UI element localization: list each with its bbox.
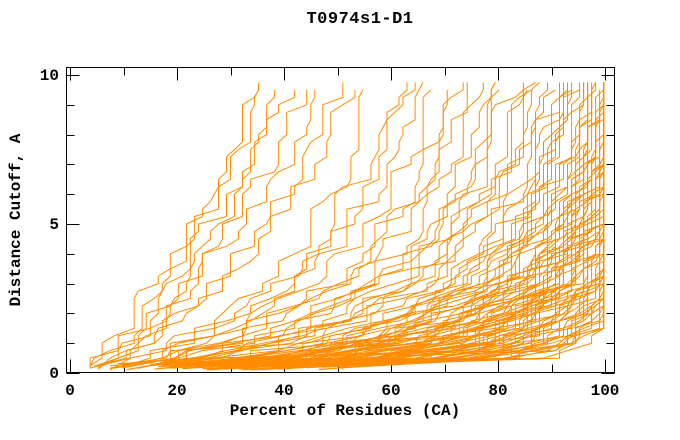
y-axis-label: Distance Cutoff, A <box>7 133 25 307</box>
svg-text:40: 40 <box>274 382 293 400</box>
svg-text:20: 20 <box>167 382 186 400</box>
svg-text:0: 0 <box>49 365 59 383</box>
svg-text:5: 5 <box>49 216 59 234</box>
svg-text:60: 60 <box>381 382 400 400</box>
svg-text:10: 10 <box>40 67 59 85</box>
plot-title: T0974s1-D1 <box>306 10 414 29</box>
svg-text:0: 0 <box>65 382 75 400</box>
x-axis-label: Percent of Residues (CA) <box>229 402 461 420</box>
svg-text:80: 80 <box>488 382 507 400</box>
svg-text:100: 100 <box>591 382 620 400</box>
